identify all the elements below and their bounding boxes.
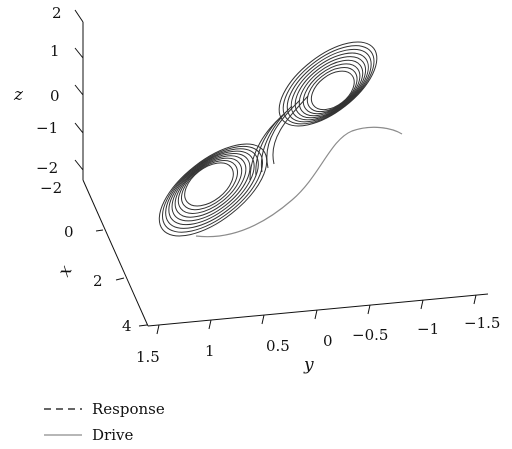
legend-label-drive: Drive: [92, 426, 133, 444]
x-tick: −2: [40, 179, 62, 197]
z-tick: −2: [36, 159, 84, 177]
x-tick-label: −2: [40, 179, 62, 197]
z-tick-label: 1: [50, 42, 60, 60]
z-tick-label: −2: [36, 159, 58, 177]
attractor-lower-loop: [177, 157, 243, 214]
z-tick-label: 2: [52, 4, 62, 22]
y-tick-label: 0: [323, 332, 333, 350]
y-tick-label: 0.5: [266, 337, 290, 355]
y-tick: 0: [314, 309, 333, 350]
drive-series-line: [195, 126, 403, 238]
z-tick: −1: [36, 119, 84, 137]
y-axis-label: y: [303, 355, 314, 375]
axis-lines: [82, 22, 489, 327]
y-tick: −0.5: [352, 304, 388, 344]
attractor-connecting-strand: [272, 95, 309, 165]
x-axis-label: x: [54, 262, 76, 281]
attractor-lower-loop: [165, 148, 259, 229]
attractor-lower-loop: [181, 160, 238, 211]
y-tick: −1.5: [464, 294, 500, 332]
legend: Response Drive: [44, 400, 165, 444]
x-tick: 4: [122, 317, 148, 335]
y-axis-ticks: 1.5 1 0.5 0 −0.5 −1 −1.5: [136, 294, 500, 366]
z-tick: 0: [50, 84, 84, 105]
legend-item-response: Response: [44, 400, 165, 418]
attractor-upper-loop: [298, 59, 364, 117]
attractor-lower-loop: [161, 145, 264, 233]
x-axis-ticks: −2 0 2 4: [40, 179, 148, 335]
attractor-connecting-strand: [266, 99, 301, 169]
x-tick: 0: [64, 223, 104, 241]
legend-label-response: Response: [92, 400, 165, 418]
y-tick: 0.5: [261, 314, 290, 355]
x-axis-line: [82, 179, 149, 327]
attractor-connecting-strand: [255, 111, 287, 177]
legend-item-drive: Drive: [44, 426, 133, 444]
attractor-upper-loop: [310, 70, 355, 111]
y-tick-label: −1.5: [464, 314, 500, 332]
response-series-attractor: [158, 41, 378, 237]
z-axis-label: z: [13, 85, 24, 105]
x-tick-label: 2: [93, 272, 103, 290]
y-axis-line: [147, 293, 489, 327]
z-tick-label: 0: [50, 87, 60, 105]
attractor-upper-loop: [302, 63, 361, 115]
x-tick-label: 0: [64, 223, 74, 241]
x-tick-label: 4: [122, 317, 132, 335]
y-tick: −1: [417, 299, 439, 338]
y-tick-label: 1.5: [136, 348, 160, 366]
y-tick-label: −0.5: [352, 326, 388, 344]
attractor-upper-loop: [282, 45, 375, 125]
attractor-lower-loop: [168, 150, 255, 226]
y-tick-label: −1: [417, 320, 439, 338]
attractor-lower-loop: [174, 155, 247, 218]
attractor-connecting-strand: [249, 115, 283, 181]
attractor-lower-loop: [171, 152, 251, 222]
y-tick-label: 1: [205, 342, 215, 360]
z-axis-ticks: 2 1 0 −1 −2: [36, 4, 84, 177]
y-tick: 1.5: [136, 324, 160, 366]
attractor-upper-loop: [290, 52, 369, 121]
attractor-upper-loop: [294, 56, 366, 119]
attractor-upper-loop: [306, 67, 358, 113]
attractor-connecting-strand: [260, 105, 293, 173]
z-tick: 2: [52, 4, 84, 23]
x-tick: 2: [93, 272, 125, 290]
y-tick: 1: [205, 319, 215, 360]
z-tick-label: −1: [36, 119, 58, 137]
attractor-lower-loop: [184, 162, 234, 207]
z-tick: 1: [50, 42, 84, 60]
